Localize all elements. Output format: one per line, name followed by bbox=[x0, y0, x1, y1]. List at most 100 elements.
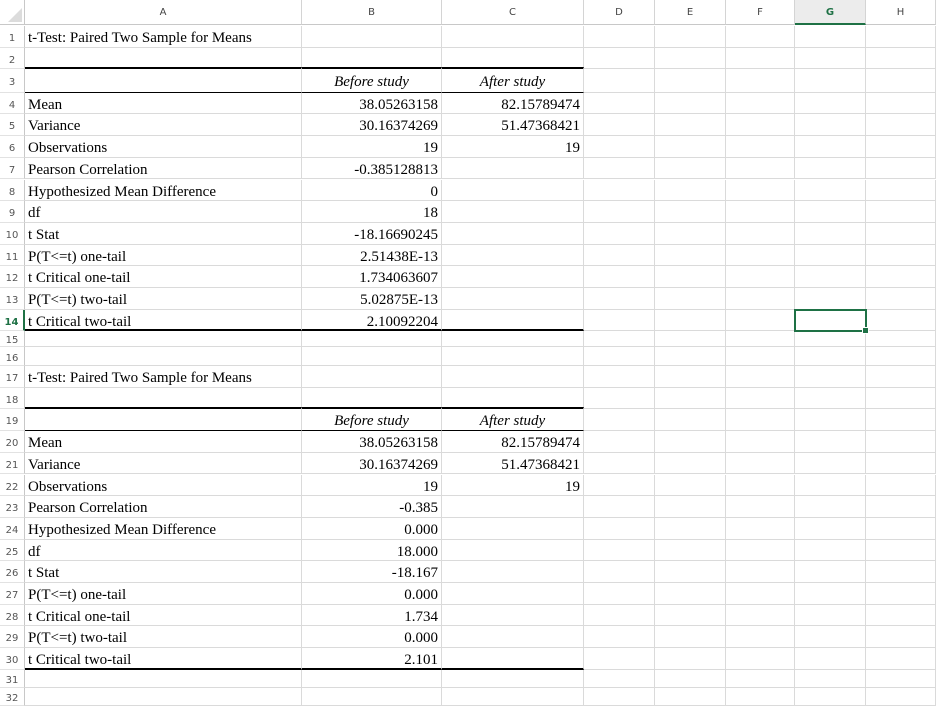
cell-h14[interactable] bbox=[866, 309, 936, 332]
cell-g10[interactable] bbox=[795, 222, 866, 245]
cell-a20[interactable]: Mean bbox=[25, 431, 302, 453]
cell-b6[interactable]: 19 bbox=[302, 136, 442, 158]
cell-b10[interactable]: -18.16690245 bbox=[302, 222, 442, 245]
cell-e29[interactable] bbox=[655, 626, 726, 649]
cell-d16[interactable] bbox=[584, 347, 655, 367]
cell-f5[interactable] bbox=[726, 114, 795, 137]
cell-b9[interactable]: 18 bbox=[302, 201, 442, 223]
row-header-26[interactable]: 26 bbox=[0, 561, 25, 583]
column-header-f[interactable]: F bbox=[726, 0, 795, 25]
cell-d17[interactable] bbox=[584, 366, 655, 389]
cell-c30[interactable] bbox=[442, 648, 584, 670]
cell-d4[interactable] bbox=[584, 92, 655, 115]
cell-a22[interactable]: Observations bbox=[25, 474, 302, 497]
row-header-4[interactable]: 4 bbox=[0, 92, 25, 115]
cell-h30[interactable] bbox=[866, 648, 936, 670]
cell-e4[interactable] bbox=[655, 92, 726, 115]
cell-g19[interactable] bbox=[795, 407, 866, 432]
cell-b24[interactable]: 0.000 bbox=[302, 517, 442, 540]
row-header-16[interactable]: 16 bbox=[0, 347, 25, 367]
cell-h15[interactable] bbox=[866, 331, 936, 348]
cell-h1[interactable] bbox=[866, 26, 936, 48]
cell-h27[interactable] bbox=[866, 583, 936, 605]
cell-f18[interactable] bbox=[726, 388, 795, 410]
cell-d32[interactable] bbox=[584, 687, 655, 706]
cell-c15[interactable] bbox=[442, 331, 584, 348]
cell-h18[interactable] bbox=[866, 388, 936, 410]
cell-c9[interactable] bbox=[442, 201, 584, 223]
cell-f13[interactable] bbox=[726, 288, 795, 310]
cell-a26[interactable]: t Stat bbox=[25, 561, 302, 583]
cell-f23[interactable] bbox=[726, 496, 795, 518]
cell-h20[interactable] bbox=[866, 431, 936, 453]
cell-b27[interactable]: 0.000 bbox=[302, 583, 442, 605]
cell-a9[interactable]: df bbox=[25, 201, 302, 223]
cell-g1[interactable] bbox=[795, 26, 866, 48]
cell-c31[interactable] bbox=[442, 669, 584, 688]
row-header-22[interactable]: 22 bbox=[0, 474, 25, 497]
cell-a18[interactable] bbox=[25, 388, 302, 410]
row-header-21[interactable]: 21 bbox=[0, 452, 25, 475]
cell-a15[interactable] bbox=[25, 331, 302, 348]
cell-a3[interactable] bbox=[25, 66, 302, 93]
cell-b20[interactable]: 38.05263158 bbox=[302, 431, 442, 453]
cell-d12[interactable] bbox=[584, 266, 655, 288]
cell-e24[interactable] bbox=[655, 517, 726, 540]
cell-e23[interactable] bbox=[655, 496, 726, 518]
cell-b3[interactable]: Before study bbox=[302, 66, 442, 93]
cell-c16[interactable] bbox=[442, 347, 584, 367]
cell-h4[interactable] bbox=[866, 92, 936, 115]
cell-b31[interactable] bbox=[302, 669, 442, 688]
cell-c32[interactable] bbox=[442, 687, 584, 706]
cell-c29[interactable] bbox=[442, 626, 584, 649]
column-header-b[interactable]: B bbox=[302, 0, 442, 25]
cell-g28[interactable] bbox=[795, 604, 866, 627]
cell-d14[interactable] bbox=[584, 309, 655, 332]
cell-c18[interactable] bbox=[442, 388, 584, 410]
cell-d30[interactable] bbox=[584, 648, 655, 670]
row-header-1[interactable]: 1 bbox=[0, 26, 25, 48]
selected-cell-indicator[interactable] bbox=[794, 308, 869, 335]
cell-e7[interactable] bbox=[655, 157, 726, 180]
cell-d19[interactable] bbox=[584, 407, 655, 432]
cell-e27[interactable] bbox=[655, 583, 726, 605]
cell-g18[interactable] bbox=[795, 388, 866, 410]
cell-e16[interactable] bbox=[655, 347, 726, 367]
cell-f16[interactable] bbox=[726, 347, 795, 367]
cell-a19[interactable] bbox=[25, 407, 302, 432]
cell-g21[interactable] bbox=[795, 452, 866, 475]
row-header-24[interactable]: 24 bbox=[0, 517, 25, 540]
cell-c14[interactable] bbox=[442, 309, 584, 332]
cell-d24[interactable] bbox=[584, 517, 655, 540]
cell-c13[interactable] bbox=[442, 288, 584, 310]
row-header-17[interactable]: 17 bbox=[0, 366, 25, 389]
cell-b2[interactable] bbox=[302, 47, 442, 69]
cell-c26[interactable] bbox=[442, 561, 584, 583]
cell-b26[interactable]: -18.167 bbox=[302, 561, 442, 583]
cell-b16[interactable] bbox=[302, 347, 442, 367]
cell-e25[interactable] bbox=[655, 539, 726, 562]
cell-d10[interactable] bbox=[584, 222, 655, 245]
row-header-9[interactable]: 9 bbox=[0, 201, 25, 223]
cell-b11[interactable]: 2.51438E-13 bbox=[302, 244, 442, 267]
cell-b14[interactable]: 2.10092204 bbox=[302, 309, 442, 332]
cell-g27[interactable] bbox=[795, 583, 866, 605]
cell-h6[interactable] bbox=[866, 136, 936, 158]
cell-e26[interactable] bbox=[655, 561, 726, 583]
cell-h10[interactable] bbox=[866, 222, 936, 245]
cell-e22[interactable] bbox=[655, 474, 726, 497]
cell-c2[interactable] bbox=[442, 47, 584, 69]
cell-g6[interactable] bbox=[795, 136, 866, 158]
cell-f3[interactable] bbox=[726, 66, 795, 93]
row-header-12[interactable]: 12 bbox=[0, 266, 25, 288]
row-header-18[interactable]: 18 bbox=[0, 388, 25, 410]
cell-c19[interactable]: After study bbox=[442, 407, 584, 432]
row-header-3[interactable]: 3 bbox=[0, 68, 25, 93]
select-all-button[interactable] bbox=[0, 0, 25, 25]
row-header-29[interactable]: 29 bbox=[0, 626, 25, 649]
cell-b29[interactable]: 0.000 bbox=[302, 626, 442, 649]
row-header-2[interactable]: 2 bbox=[0, 47, 25, 69]
row-header-23[interactable]: 23 bbox=[0, 496, 25, 518]
cell-f28[interactable] bbox=[726, 604, 795, 627]
cell-d28[interactable] bbox=[584, 604, 655, 627]
